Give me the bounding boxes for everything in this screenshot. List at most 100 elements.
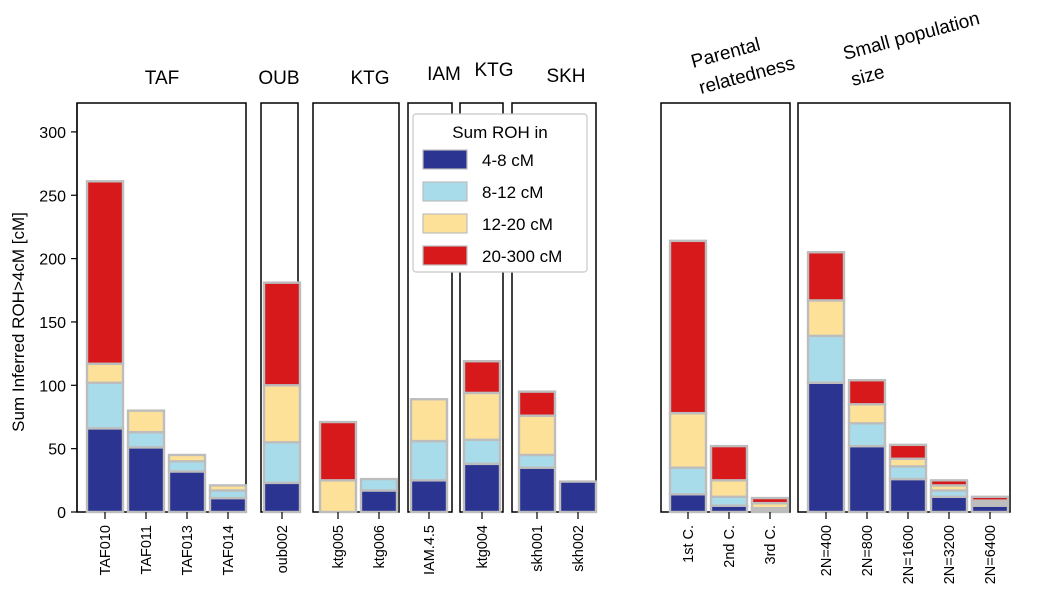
group-label: SKH bbox=[546, 66, 585, 87]
bar-segment-8-12cM bbox=[262, 441, 302, 485]
panel-5: SKH skh001 skh002 bbox=[511, 66, 598, 572]
y-axis-label: Sum Inferred ROH>4cM [cM] bbox=[9, 212, 28, 432]
y-tick-label: 50 bbox=[48, 442, 66, 459]
x-tick-label: 1st C. bbox=[681, 525, 697, 563]
x-tick-label: 2N=3200 bbox=[942, 525, 958, 584]
x-tick-label: 2N=6400 bbox=[983, 525, 999, 584]
y-tick-label: 300 bbox=[39, 125, 66, 142]
bar-segment-4-8cM bbox=[409, 479, 449, 514]
bar-segment-4-8cM bbox=[929, 495, 969, 514]
y-tick-label: 0 bbox=[57, 505, 66, 522]
bar-segment-12-20cM bbox=[208, 484, 248, 492]
bar-segment-4-8cM bbox=[847, 444, 887, 514]
x-tick-label: IAM.4.5 bbox=[422, 525, 438, 575]
x-tick-label: TAF010 bbox=[98, 525, 114, 576]
bar-segment-8-12cM bbox=[668, 466, 708, 496]
x-tick-label: oub002 bbox=[275, 525, 291, 573]
panel-2: KTG ktg005 ktg006 bbox=[312, 68, 400, 569]
bar-segment-8-12cM bbox=[462, 438, 502, 466]
bar-segment-20-300cM bbox=[709, 444, 749, 482]
group-label: IAM bbox=[427, 64, 461, 85]
panels: TAF TAF010 TAF011 TAF013 TAF014 OUB oub002 KTG k… bbox=[76, 8, 1011, 584]
bar-segment-20-300cM bbox=[668, 239, 708, 415]
bar-segment-4-8cM bbox=[167, 470, 207, 514]
bar-segment-8-12cM bbox=[847, 422, 887, 448]
bar-segment-8-12cM bbox=[806, 334, 846, 384]
y-tick-label: 100 bbox=[39, 378, 66, 395]
legend-entry: 8-12 cM bbox=[482, 183, 543, 202]
bar-segment-12-20cM bbox=[167, 453, 207, 463]
x-tick-label: skh001 bbox=[530, 525, 546, 572]
y-axis: 0 50 100 150 200 250 300 bbox=[39, 103, 78, 522]
bar-segment-12-20cM bbox=[806, 299, 846, 338]
bar-segment-4-8cM bbox=[668, 493, 708, 514]
bar-segment-12-20cM bbox=[318, 479, 358, 514]
x-tick-label: TAF011 bbox=[139, 525, 155, 574]
group-label: KTG bbox=[350, 68, 389, 89]
bar-segment-20-300cM bbox=[929, 479, 969, 487]
bar-segment-20-300cM bbox=[85, 180, 125, 365]
x-tick-label: ktg006 bbox=[372, 525, 388, 569]
bar-segment-12-20cM bbox=[85, 362, 125, 384]
bar-segment-12-20cM bbox=[462, 391, 502, 441]
x-tick-label: ktg005 bbox=[331, 525, 347, 569]
bar-segment-8-12cM bbox=[359, 477, 399, 492]
bar-segment-12-20cM bbox=[409, 398, 449, 443]
legend-entry: 12-20 cM bbox=[482, 215, 553, 234]
x-tick-label: TAF014 bbox=[221, 525, 237, 576]
bar-segment-20-300cM bbox=[847, 379, 887, 406]
bar-segment-4-8cM bbox=[558, 480, 598, 514]
legend-swatch bbox=[422, 181, 468, 202]
x-tick-label: skh002 bbox=[571, 525, 587, 572]
panel-1: OUB oub002 bbox=[258, 68, 302, 573]
bar-segment-4-8cM bbox=[806, 381, 846, 514]
bar-segment-20-300cM bbox=[262, 281, 302, 387]
x-tick-label: 2N=1600 bbox=[901, 525, 917, 584]
legend-swatch bbox=[422, 245, 468, 266]
bar-segment-8-12cM bbox=[409, 439, 449, 482]
group-label: Small population bbox=[841, 8, 982, 65]
y-tick-label: 200 bbox=[39, 252, 66, 269]
bar-segment-20-300cM bbox=[318, 420, 358, 482]
legend-title: Sum ROH in bbox=[452, 123, 547, 142]
x-tick-label: 2N=400 bbox=[819, 525, 835, 576]
x-tick-label: 2N=800 bbox=[860, 525, 876, 576]
bar-segment-20-300cM bbox=[888, 443, 928, 460]
bar-segment-20-300cM bbox=[970, 495, 1010, 502]
legend-swatch bbox=[422, 149, 468, 170]
bar-segment-8-12cM bbox=[517, 453, 557, 469]
bar-segment-8-12cM bbox=[709, 495, 749, 507]
bar-segment-12-20cM bbox=[517, 414, 557, 457]
x-tick-label: TAF013 bbox=[180, 525, 196, 576]
bar-segment-12-20cM bbox=[262, 384, 302, 444]
legend-entry: 20-300 cM bbox=[482, 247, 562, 266]
bar-segment-20-300cM bbox=[462, 360, 502, 395]
legend-swatch bbox=[422, 213, 468, 234]
bar-segment-8-12cM bbox=[85, 381, 125, 430]
bar-segment-4-8cM bbox=[359, 489, 399, 514]
x-tick-label: 3rd C. bbox=[763, 525, 779, 565]
bar-segment-4-8cM bbox=[126, 446, 166, 514]
bar-segment-20-300cM bbox=[806, 251, 846, 302]
bar-segment-20-300cM bbox=[517, 390, 557, 417]
bar-segment-8-12cM bbox=[888, 465, 928, 481]
panel-0: TAF TAF010 TAF011 TAF013 TAF014 bbox=[76, 68, 248, 576]
bar-segment-4-8cM bbox=[85, 427, 125, 514]
x-tick-label: 2nd C. bbox=[722, 525, 738, 568]
group-label: size bbox=[849, 62, 887, 91]
group-label: OUB bbox=[258, 68, 299, 89]
bar-segment-12-20cM bbox=[668, 411, 708, 469]
y-tick-label: 150 bbox=[39, 315, 66, 332]
x-tick-label: ktg004 bbox=[475, 525, 491, 569]
bar-segment-8-12cM bbox=[126, 430, 166, 449]
bar-segment-4-8cM bbox=[262, 481, 302, 514]
bar-segment-4-8cM bbox=[888, 477, 928, 514]
bar-segment-8-12cM bbox=[167, 460, 207, 473]
legend-entry: 4-8 cM bbox=[482, 151, 534, 170]
bar-segment-12-20cM bbox=[709, 479, 749, 498]
bar-segment-4-8cM bbox=[208, 496, 248, 514]
bar-segment-12-20cM bbox=[847, 403, 887, 425]
